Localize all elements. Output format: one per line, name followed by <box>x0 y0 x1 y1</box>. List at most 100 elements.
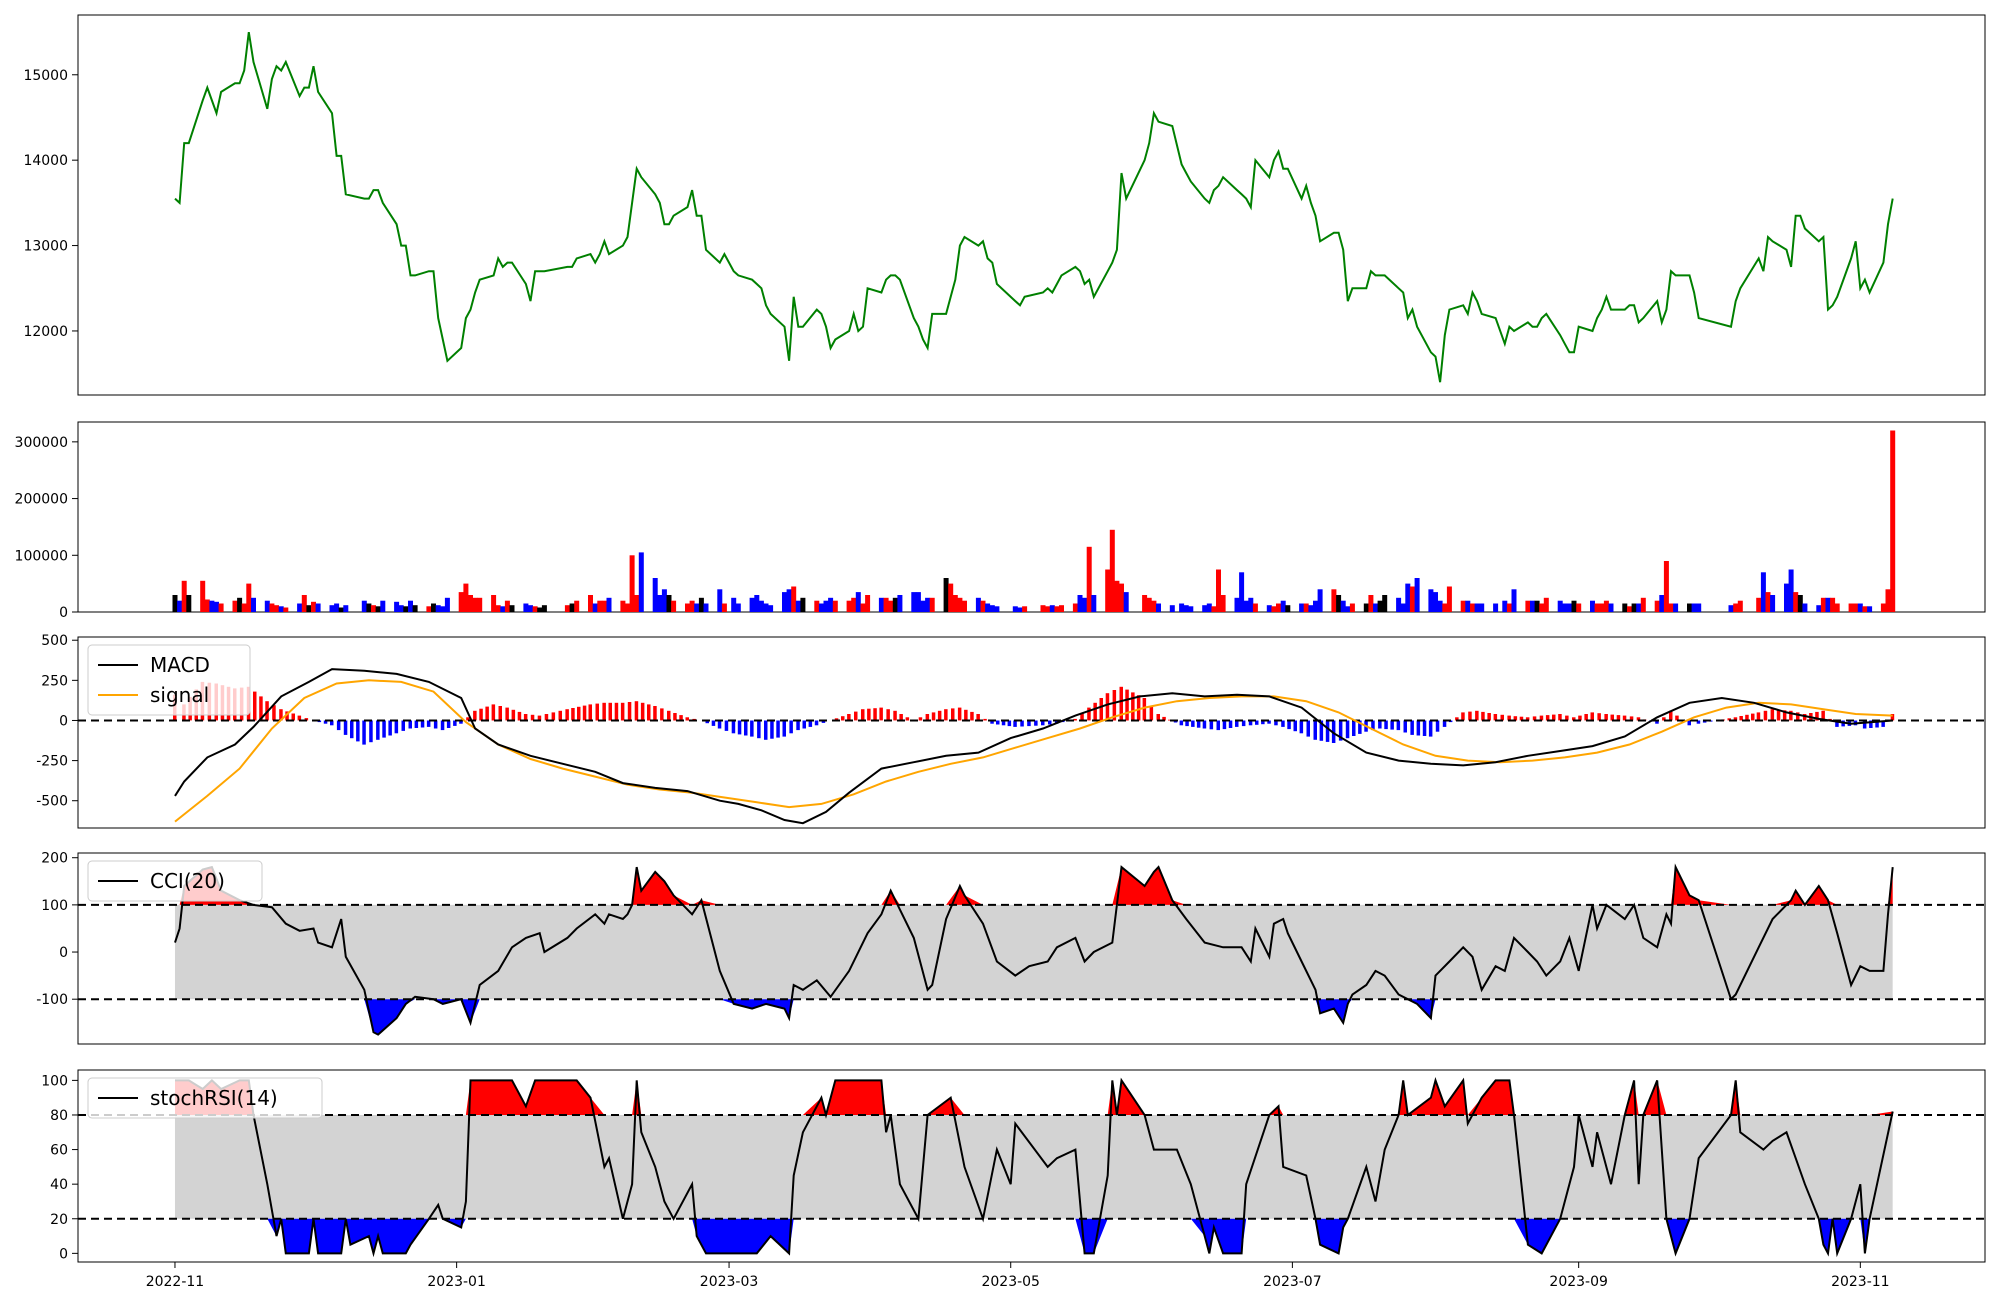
macd-histogram-bar <box>660 708 664 721</box>
macd-histogram-bar <box>964 709 968 721</box>
x-tick-label: 2023-01 <box>427 1274 486 1290</box>
volume-bar <box>1285 605 1291 612</box>
volume-bar <box>532 606 538 612</box>
macd-histogram-bar <box>1371 720 1375 731</box>
volume-bar <box>1086 546 1092 612</box>
macd-histogram-bar <box>1662 717 1666 721</box>
volume-bar <box>1659 595 1665 612</box>
volume-bar <box>980 600 986 612</box>
volume-bar <box>177 600 183 612</box>
macd-histogram-bar <box>1507 715 1511 721</box>
macd-histogram-bar <box>673 713 677 721</box>
macd-histogram-bar <box>1191 720 1195 727</box>
volume-bar <box>1040 605 1046 612</box>
volume-ytick-label: 0 <box>59 605 68 621</box>
macd-histogram-bar <box>847 714 851 721</box>
macd-ytick-label: -250 <box>36 754 68 770</box>
macd-histogram-bar <box>602 702 606 721</box>
macd-histogram-bar <box>1745 714 1749 721</box>
volume-bar <box>1077 595 1083 612</box>
volume-bar <box>1049 605 1055 612</box>
cci-ytick-label: 0 <box>59 945 68 961</box>
volume-bar <box>791 586 797 612</box>
volume-bar <box>883 597 889 612</box>
macd-histogram-bar <box>770 720 774 739</box>
volume-bar <box>1377 600 1383 612</box>
volume-bar <box>975 597 981 612</box>
macd-histogram-bar <box>789 720 793 734</box>
macd-histogram-bar <box>886 709 890 721</box>
macd-histogram-bar <box>1410 720 1414 735</box>
macd-histogram-bar <box>679 715 683 721</box>
volume-bar <box>1114 580 1120 612</box>
macd-histogram-bar <box>1319 720 1324 741</box>
volume-bar <box>1446 586 1452 612</box>
macd-histogram-bar <box>1590 712 1594 721</box>
volume-bar <box>625 603 630 612</box>
volume-bar <box>491 595 497 612</box>
volume-bar <box>698 597 704 612</box>
volume-bar <box>1830 597 1836 612</box>
macd-histogram <box>173 681 1895 745</box>
macd-histogram-bar <box>970 711 974 721</box>
volume-bar <box>689 600 695 612</box>
volume-bar <box>1566 603 1572 612</box>
volume-bar <box>855 592 861 612</box>
volume-bar <box>634 595 640 612</box>
volume-bar <box>1687 603 1692 612</box>
volume-bar <box>500 606 506 612</box>
macd-histogram-bar <box>1519 716 1524 721</box>
volume-bar <box>1571 600 1577 612</box>
volume-bar <box>985 603 991 612</box>
macd-histogram-bar <box>1756 712 1761 721</box>
volume-bar <box>1862 606 1868 612</box>
macd-histogram-bar <box>731 720 736 734</box>
macd-histogram-bar <box>647 704 651 721</box>
volume-bar <box>1151 600 1157 612</box>
cci-line <box>174 863 1894 1036</box>
macd-histogram-bar <box>802 720 806 729</box>
volume-bar <box>477 597 483 612</box>
volume-bar <box>1012 606 1018 612</box>
macd-histogram-bar <box>1572 717 1576 721</box>
volume-bar <box>1276 603 1281 612</box>
volume-bar <box>1156 603 1161 612</box>
volume-bar <box>1109 529 1115 612</box>
volume-bar <box>468 595 473 612</box>
volume-bar <box>661 589 667 612</box>
macd-histogram-bar <box>491 704 496 721</box>
volume-bar <box>786 589 792 612</box>
macd-histogram-bar <box>336 720 341 731</box>
volume-bar <box>888 600 894 612</box>
volume-bar <box>1797 595 1803 612</box>
macd-histogram-bar <box>796 720 800 731</box>
price-ytick-label: 13000 <box>23 239 68 255</box>
volume-bar <box>444 597 450 612</box>
macd-histogram-bar <box>1821 710 1825 721</box>
volume-bar <box>703 603 709 612</box>
volume-bar <box>274 605 279 612</box>
macd-histogram-bar <box>485 706 489 721</box>
macd-histogram-bar <box>498 706 502 721</box>
macd-histogram-bar <box>951 708 955 721</box>
volume-bar <box>1414 578 1420 612</box>
volume-bar <box>1539 603 1545 612</box>
x-tick-label: 2023-03 <box>700 1274 759 1290</box>
stochrsi-ytick-label: 100 <box>41 1073 68 1089</box>
volume-bar <box>601 600 607 612</box>
volume-bar <box>251 597 256 612</box>
volume-bar <box>1506 603 1512 612</box>
macd-histogram-bar <box>1545 715 1550 721</box>
macd-histogram-bar <box>1629 716 1634 721</box>
x-tick-label: 2023-11 <box>1831 1274 1890 1290</box>
volume-bar <box>1280 600 1286 612</box>
volume-bar <box>1460 600 1466 612</box>
volume-bar <box>523 603 529 612</box>
volume-bar <box>865 595 871 612</box>
macd-histogram-bar <box>1331 720 1336 743</box>
macd-histogram-bar <box>1168 719 1172 721</box>
volume-bar <box>1557 600 1563 612</box>
macd-histogram-bar <box>627 702 632 721</box>
macd-histogram-bar <box>1173 720 1178 723</box>
macd-histogram-bar <box>259 696 263 721</box>
